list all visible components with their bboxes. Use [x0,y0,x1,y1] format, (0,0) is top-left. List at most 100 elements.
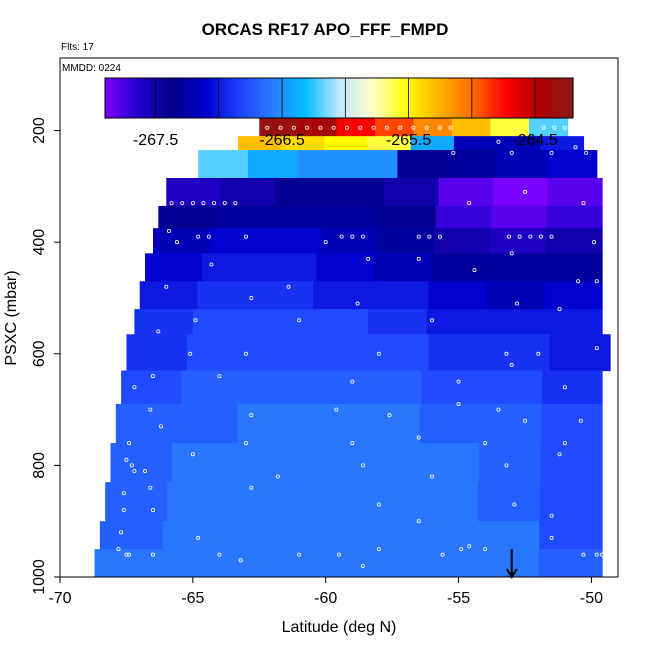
sample-point [581,552,586,557]
colorbar-cell [115,78,119,118]
sample-point [562,385,567,390]
sample-point [376,547,381,552]
sample-point [581,201,586,206]
heat-cell-10-3 [301,370,363,405]
colorbar-cell [435,78,439,118]
sample-point [573,145,578,150]
colorbar-cell [133,78,137,118]
heat-cell-12-5 [417,443,480,483]
colorbar-cell [518,78,522,118]
colorbar-cell [164,78,168,118]
heat-cell-6-3 [316,253,375,282]
sample-point [222,201,227,206]
colorbar-cell [190,78,194,118]
colorbar-cell [258,78,262,118]
heat-cell-12-3 [294,443,357,483]
colorbar-cell [346,78,350,118]
heat-cell-5-1 [209,228,266,254]
sample-point [496,139,501,144]
sample-point [243,234,248,239]
colorbar-cell [508,78,512,118]
sample-point [193,318,198,323]
heat-cell-12-0 [110,443,173,483]
colorbar-cell [240,78,244,118]
heat-cell-10-5 [421,370,483,405]
heat-cell-6-2 [259,253,318,282]
sample-point [217,374,222,379]
colorbar-cell [224,78,228,118]
colorbar-cell [443,78,447,118]
heat-cell-8-4 [368,309,428,335]
colorbar-cell [448,78,452,118]
heat-cell-5-3 [321,228,379,254]
heat-cell-11-2 [237,404,299,444]
colorbar-cell [302,78,306,118]
heat-cell-15-0 [94,549,159,577]
sample-point [371,125,376,130]
sample-point [549,234,554,239]
heat-cell-0-4 [413,116,453,137]
colorbar-cell [232,78,236,118]
colorbar-cell [196,78,200,118]
sample-point [437,125,442,130]
heat-cell-5-4 [377,228,435,254]
heat-cell-7-4 [370,281,430,310]
colorbar-cell [557,78,561,118]
sample-point [336,552,341,557]
sample-point [549,513,554,518]
heat-cell-11-6 [480,404,542,444]
colorbar-cell [567,78,571,118]
sample-point [121,491,126,496]
sample-point [416,435,421,440]
sample-point [265,125,270,130]
heat-cell-3-7 [547,177,603,207]
sample-point [557,307,562,312]
colorbar-cell [229,78,233,118]
sample-point [366,256,371,261]
colorbar-cell [357,78,361,118]
colorbar-cell [339,78,343,118]
colorbar-cell [151,78,155,118]
sample-point [297,552,302,557]
colorbar-cell [450,78,454,118]
heat-cell-13-3 [291,482,355,522]
sample-point [384,125,389,130]
colorbar-cell [105,78,109,118]
sample-point [278,125,283,130]
colorbar-cell [183,78,187,118]
colorbar-cell [526,78,530,118]
heat-cell-2-0 [198,150,249,179]
sample-point [509,362,514,367]
heat-cell-15-2 [221,549,286,577]
colorbar: -267.5 -266.5 -265.5 -264.5 [104,77,574,149]
colorbar-cell [456,78,460,118]
x-tick-label: -55 [447,590,470,607]
colorbar-cell [274,78,278,118]
colorbar-cell [492,78,496,118]
colorbar-cell [531,78,535,118]
heat-cell-9-6 [489,334,551,372]
sample-point [188,351,193,356]
heat-cell-9-0 [126,334,188,372]
colorbar-cell [549,78,553,118]
arrow-head [505,568,518,579]
heat-cell-1-0 [238,136,282,151]
colorbar-cell [177,78,181,118]
heat-cell-8-6 [485,309,545,335]
colorbar-cell [391,78,395,118]
sample-point [376,351,381,356]
colorbar-tick-label: -264.5 [512,132,557,149]
sample-point [509,150,514,155]
colorbar-cell [167,78,171,118]
colorbar-cell [128,78,132,118]
sample-point [190,201,195,206]
colorbar-cell [479,78,483,118]
y-tick-label: 800 [31,452,48,479]
heat-cell-3-4 [384,177,440,207]
colorbar-cell [172,78,176,118]
colorbar-cell [141,78,145,118]
colorbar-cell [398,78,402,118]
sample-point [416,519,421,524]
colorbar-cell [562,78,566,118]
sample-point [528,234,533,239]
